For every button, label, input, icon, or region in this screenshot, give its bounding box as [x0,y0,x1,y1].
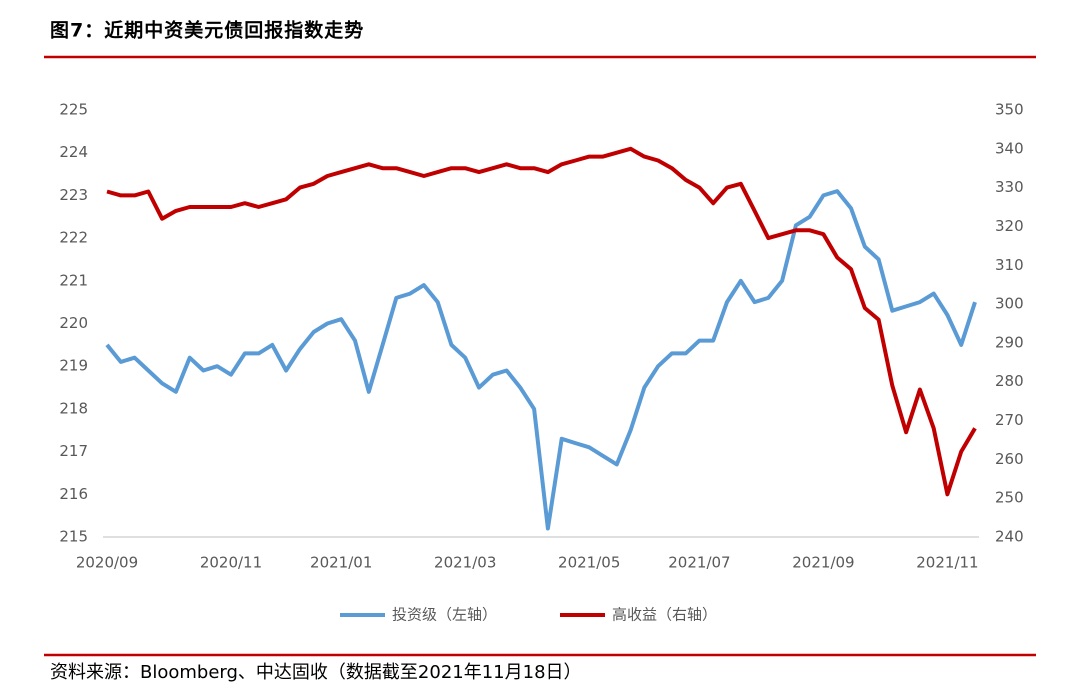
y-tick-label: 223 [59,186,88,204]
source: 资料来源：Bloomberg、中达固收（数据截至2021年11月18日） [50,662,582,683]
series-line [105,189,977,531]
y-tick-label: 219 [59,357,88,375]
y-tick-label: 217 [59,442,88,460]
x-tick-label: 2021/11 [916,554,978,572]
y-tick-label: 215 [59,528,88,546]
y2-tick-label: 310 [995,256,1024,274]
y2-tick-label: 240 [995,528,1024,546]
y-tick-label: 222 [59,229,88,247]
y2-tick-label: 350 [995,101,1024,119]
series-line [106,146,977,497]
y-tick-label: 220 [59,314,88,332]
y-tick-label: 225 [59,101,88,119]
y2-tick-label: 280 [995,372,1024,390]
y-tick-label: 216 [59,485,88,503]
y2-tick-label: 290 [995,333,1024,351]
y2-tick-label: 260 [995,450,1024,468]
y2-tick-label: 300 [995,295,1024,313]
x-tick-label: 2021/07 [668,554,730,572]
x-tick-label: 2021/03 [434,554,496,572]
x-tick-label: 2021/09 [792,554,854,572]
x-tick-label: 2020/11 [200,554,262,572]
chart-title: 图7：近期中资美元债回报指数走势 [50,19,364,42]
y2-tick-label: 270 [995,411,1024,429]
y2-tick-label: 250 [995,489,1024,507]
legend-label: 高收益（右轴） [612,606,717,624]
x-tick-label: 2021/05 [558,554,620,572]
y2-tick-label: 320 [995,217,1024,235]
x-tick-label: 2020/09 [76,554,138,572]
y-tick-label: 224 [59,143,88,161]
legend-label: 投资级（左轴） [392,606,497,624]
y2-tick-label: 340 [995,139,1024,157]
y2-tick-label: 330 [995,178,1024,196]
x-tick-label: 2021/01 [310,554,372,572]
y-tick-label: 218 [59,399,88,417]
y-tick-label: 221 [59,271,88,289]
